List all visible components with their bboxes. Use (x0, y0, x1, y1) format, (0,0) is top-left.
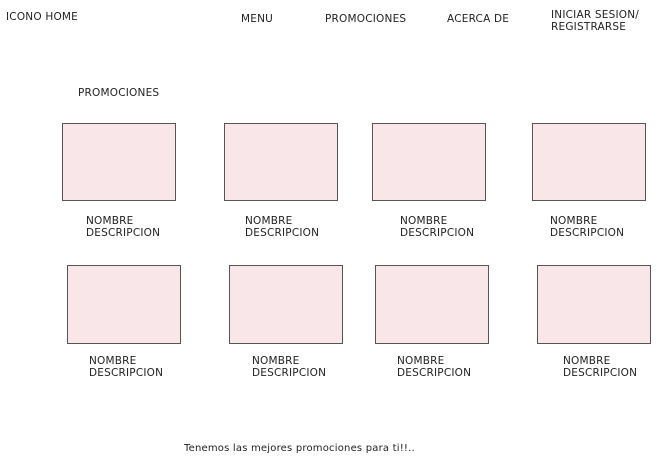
section-title: PROMOCIONES (78, 87, 160, 99)
card-name: NOMBRE (550, 215, 598, 227)
card-description: DESCRIPCION (397, 367, 472, 379)
promo-card-image-5[interactable] (67, 265, 181, 344)
promo-card-text-6: NOMBRE DESCRIPCION (252, 355, 326, 379)
card-name: NOMBRE (89, 355, 137, 367)
promo-card-text-1: NOMBRE DESCRIPCION (86, 215, 160, 239)
promo-card-image-1[interactable] (62, 123, 176, 201)
card-name: NOMBRE (397, 355, 445, 367)
register-label: REGISTRARSE (551, 21, 627, 33)
promo-card-text-4: NOMBRE DESCRIPCION (550, 215, 624, 239)
promo-card-text-7: NOMBRE DESCRIPCION (397, 355, 471, 379)
nav-login-register[interactable]: INICIAR SESION/ REGISTRARSE (551, 9, 639, 33)
promo-card-image-2[interactable] (224, 123, 338, 201)
card-description: DESCRIPCION (245, 227, 320, 239)
card-name: NOMBRE (245, 215, 293, 227)
logo[interactable]: ICONO HOME (6, 11, 79, 23)
card-name: NOMBRE (252, 355, 300, 367)
card-name: NOMBRE (86, 215, 134, 227)
nav-acerca-de[interactable]: ACERCA DE (447, 13, 510, 25)
card-description: DESCRIPCION (550, 227, 625, 239)
promo-card-image-7[interactable] (375, 265, 489, 344)
promo-card-text-2: NOMBRE DESCRIPCION (245, 215, 319, 239)
footer-tagline: Tenemos las mejores promociones para ti!… (184, 443, 415, 454)
promo-card-image-3[interactable] (372, 123, 486, 201)
card-description: DESCRIPCION (400, 227, 475, 239)
card-name: NOMBRE (400, 215, 448, 227)
promo-card-image-4[interactable] (532, 123, 646, 201)
nav-menu[interactable]: MENU (241, 13, 274, 25)
card-description: DESCRIPCION (89, 367, 164, 379)
promo-card-image-6[interactable] (229, 265, 343, 344)
promo-card-image-8[interactable] (537, 265, 651, 344)
card-description: DESCRIPCION (563, 367, 638, 379)
nav-promociones[interactable]: PROMOCIONES (325, 13, 407, 25)
card-description: DESCRIPCION (252, 367, 327, 379)
login-label: INICIAR SESION/ (551, 9, 640, 21)
promo-card-text-3: NOMBRE DESCRIPCION (400, 215, 474, 239)
card-description: DESCRIPCION (86, 227, 161, 239)
card-name: NOMBRE (563, 355, 611, 367)
promo-card-text-5: NOMBRE DESCRIPCION (89, 355, 163, 379)
promo-card-text-8: NOMBRE DESCRIPCION (563, 355, 637, 379)
